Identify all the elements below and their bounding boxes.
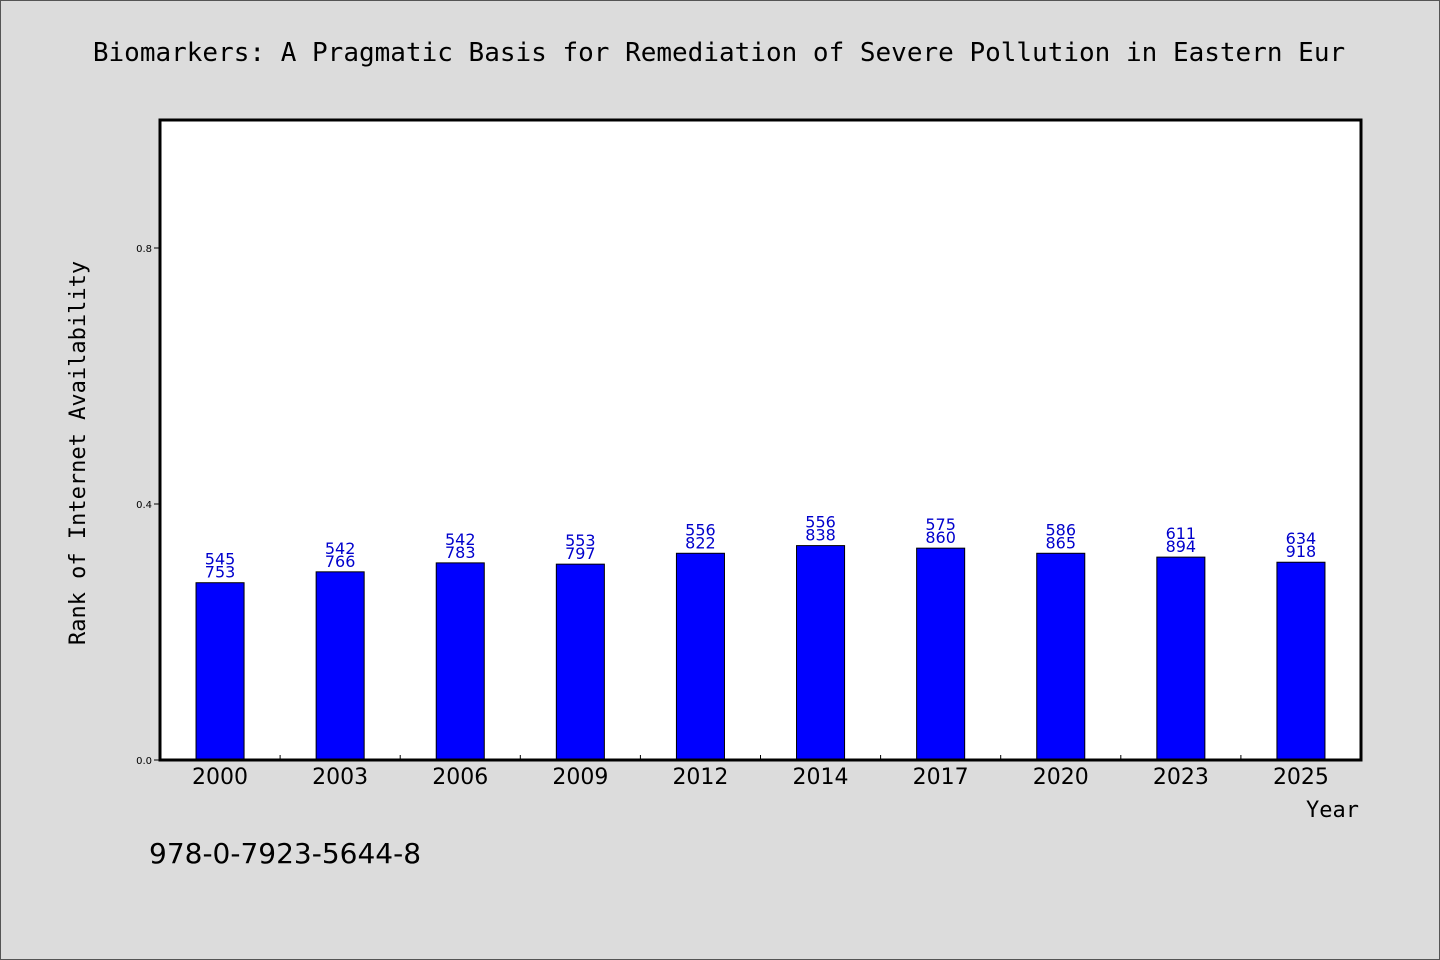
x-tick-label-2020: 2020 (1033, 765, 1089, 790)
bar-2025 (1276, 561, 1326, 761)
y-tick-label: 0.4 (136, 500, 152, 511)
data-label-bottom-2009: 797 (565, 544, 596, 563)
bar-2017 (916, 547, 966, 761)
bar-2009 (555, 563, 605, 761)
bar-series (195, 545, 1326, 761)
y-axis-label: Rank of Internet Availability (66, 261, 91, 645)
x-tick-label-2000: 2000 (192, 765, 248, 790)
x-axis-label: Year (1306, 798, 1359, 823)
x-tick-label-2006: 2006 (432, 765, 488, 790)
bar-2014 (796, 545, 846, 761)
data-label-bottom-2006: 783 (445, 543, 476, 562)
data-label-bottom-2023: 894 (1166, 537, 1197, 556)
y-axis-ticks: 0.0 0.4 0.8 (136, 244, 160, 767)
data-label-bottom-2020: 865 (1045, 533, 1076, 552)
bar-2006 (435, 562, 485, 761)
data-label-top-2006: 542 (445, 530, 476, 549)
bar-2003 (315, 571, 365, 761)
bar-2023 (1156, 556, 1206, 761)
data-label-bottom-2012: 822 (685, 533, 716, 552)
x-tick-label-2023: 2023 (1153, 765, 1209, 790)
y-tick-label: 0.0 (136, 756, 152, 767)
data-labels: 5457535427665427835537975568225568385758… (205, 513, 1316, 582)
data-label-top-2012: 556 (685, 520, 716, 539)
x-axis-ticks: 2000 2003 2006 2009 2012 2014 2017 2020 2023 2025 (192, 755, 1329, 790)
data-label-bottom-2017: 860 (925, 528, 956, 547)
data-label-top-2000: 545 (205, 550, 236, 569)
isbn-text: 978-0-7923-5644-8 (149, 837, 421, 870)
data-label-bottom-2014: 838 (805, 526, 836, 545)
data-label-top-2025: 634 (1286, 529, 1317, 548)
data-label-bottom-2003: 766 (325, 552, 356, 571)
bar-2020 (1036, 552, 1086, 761)
chart-title: Biomarkers: A Pragmatic Basis for Remedi… (93, 38, 1345, 68)
plot-frame (158, 118, 1363, 762)
data-label-top-2014: 556 (805, 513, 836, 532)
x-tick-label-2009: 2009 (552, 765, 608, 790)
x-tick-label-2017: 2017 (913, 765, 969, 790)
data-label-top-2020: 586 (1045, 520, 1076, 539)
y-tick-label: 0.8 (136, 244, 152, 255)
x-tick-label-2012: 2012 (672, 765, 728, 790)
data-label-top-2003: 542 (325, 539, 356, 558)
x-tick-label-2003: 2003 (312, 765, 368, 790)
data-label-bottom-2025: 918 (1286, 542, 1317, 561)
data-label-top-2017: 575 (925, 515, 956, 534)
data-label-top-2009: 553 (565, 531, 596, 550)
x-tick-label-2025: 2025 (1273, 765, 1329, 790)
x-tick-label-2014: 2014 (793, 765, 849, 790)
bar-2000 (195, 582, 245, 761)
bar-2012 (675, 552, 725, 761)
data-label-top-2023: 611 (1166, 524, 1197, 543)
data-label-bottom-2000: 753 (205, 563, 236, 582)
